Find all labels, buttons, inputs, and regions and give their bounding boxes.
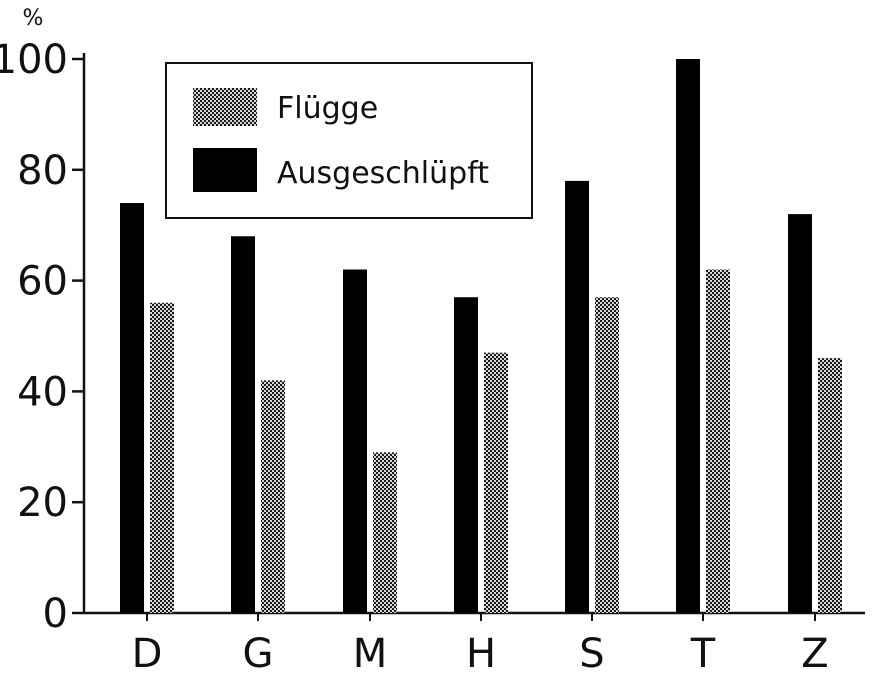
x-tick-label: S (579, 631, 604, 677)
bar-G-fluegge (261, 380, 285, 613)
bar-M-fluegge (373, 452, 397, 613)
bar-H-fluegge (484, 352, 508, 613)
y-tick-label: 20 (17, 480, 68, 526)
y-tick-label: 0 (43, 591, 68, 637)
bar-M-ausgeschluepft (343, 269, 367, 613)
legend-swatch-ausgeschluepft (193, 148, 257, 192)
bar-H-ausgeschluepft (454, 297, 478, 613)
bar-S-ausgeschluepft (565, 180, 589, 613)
y-tick-label: 80 (17, 148, 68, 194)
x-tick-label: D (132, 631, 163, 677)
y-axis-unit: % (23, 6, 44, 31)
x-tick-label: Z (801, 631, 828, 677)
x-tick-label: G (243, 631, 274, 677)
y-axis: 0 20 40 60 80 100 (0, 37, 86, 637)
x-tick-label: M (353, 631, 388, 677)
legend-frame (165, 62, 533, 219)
x-tick-label: T (690, 631, 716, 677)
y-tick-label: 100 (0, 37, 68, 83)
y-tick-label: 40 (17, 369, 68, 415)
bar-S-fluegge (595, 297, 619, 613)
bar-Z-fluegge (818, 358, 842, 613)
bar-Z-ausgeschluepft (788, 214, 812, 613)
bar-T-fluegge (706, 269, 730, 613)
legend-label-fluegge: Flügge (277, 91, 378, 126)
bars (120, 59, 842, 614)
y-tick-label: 60 (17, 259, 68, 305)
legend: Flügge Ausgeschlüpft (165, 62, 533, 219)
bar-T-ausgeschluepft (676, 59, 700, 613)
x-tick-label: H (466, 631, 496, 677)
legend-label-ausgeschluepft: Ausgeschlüpft (277, 156, 489, 191)
legend-swatch-fluegge (193, 88, 257, 126)
bar-D-fluegge (150, 302, 174, 613)
bar-G-ausgeschluepft (231, 236, 255, 613)
bar-D-ausgeschluepft (120, 203, 144, 614)
